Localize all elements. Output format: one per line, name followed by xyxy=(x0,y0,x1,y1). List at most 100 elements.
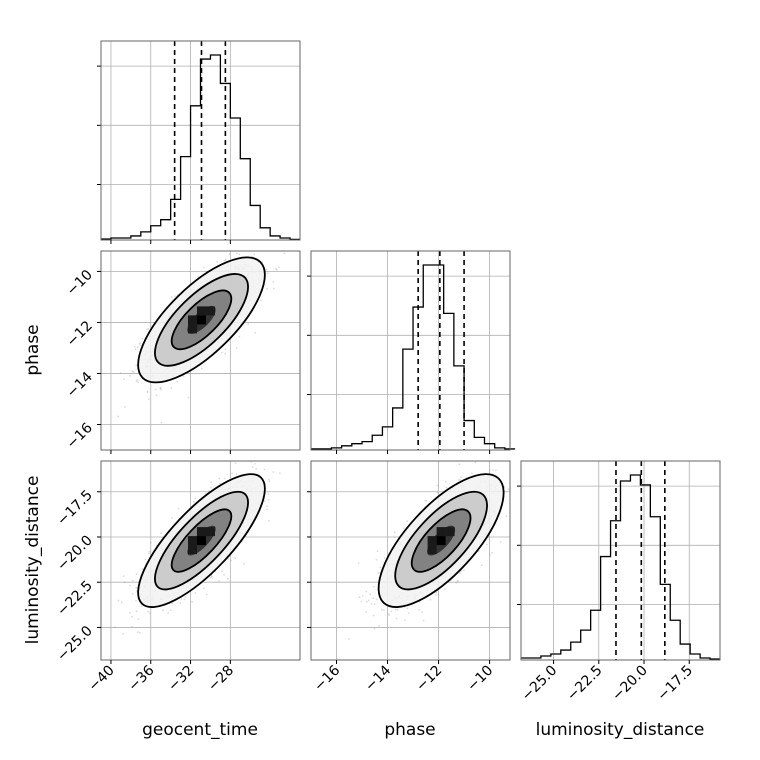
sample-point xyxy=(210,576,212,579)
sample-point xyxy=(147,328,150,330)
sample-point xyxy=(200,367,203,370)
sample-point xyxy=(135,364,138,367)
sample-point xyxy=(147,398,150,401)
sample-point xyxy=(180,598,183,600)
sample-point xyxy=(267,493,270,496)
sample-point xyxy=(488,469,491,471)
sample-point xyxy=(264,500,266,502)
peak-cell xyxy=(187,315,197,325)
sample-point xyxy=(176,380,179,383)
sample-point xyxy=(139,632,141,634)
sample-point xyxy=(119,372,122,374)
sample-point xyxy=(443,588,446,590)
sample-point xyxy=(460,476,462,478)
sample-point xyxy=(235,473,238,476)
sample-point xyxy=(140,344,142,347)
sample-point xyxy=(170,387,173,390)
sample-point xyxy=(202,587,205,589)
sample-point xyxy=(183,598,186,601)
sample-point xyxy=(129,374,131,377)
sample-point xyxy=(268,480,271,482)
sample-point xyxy=(266,287,268,290)
sample-point xyxy=(255,467,258,470)
sample-point xyxy=(136,346,139,349)
sample-point xyxy=(357,562,360,564)
sample-point xyxy=(263,468,266,471)
sample-point xyxy=(224,258,227,261)
sample-point xyxy=(184,596,187,598)
sample-point xyxy=(177,507,180,510)
sample-point xyxy=(488,553,491,556)
sample-point xyxy=(123,378,125,381)
sample-point xyxy=(117,415,120,418)
sample-point xyxy=(375,598,378,601)
sample-point xyxy=(228,253,231,256)
sample-point xyxy=(429,598,432,601)
sample-point xyxy=(220,570,223,573)
sample-point xyxy=(254,463,257,465)
sample-point xyxy=(474,461,477,464)
sample-point xyxy=(218,580,220,583)
sample-point xyxy=(372,585,375,588)
sample-point xyxy=(365,611,367,613)
sample-point xyxy=(360,600,363,603)
sample-point xyxy=(124,581,126,584)
sample-point xyxy=(134,348,137,351)
sample-point xyxy=(194,497,197,500)
sample-point xyxy=(191,600,194,603)
sample-point xyxy=(223,477,226,480)
sample-point xyxy=(216,261,219,263)
x-axis-label-phase: phase xyxy=(384,720,435,740)
sample-point xyxy=(134,346,136,348)
sample-point xyxy=(234,462,237,464)
histogram-phase xyxy=(311,264,516,450)
sample-point xyxy=(268,519,270,522)
sample-point xyxy=(436,491,439,494)
sample-point xyxy=(458,572,461,575)
sample-point xyxy=(136,379,139,381)
sample-point xyxy=(266,272,269,275)
sample-point xyxy=(390,610,393,613)
sample-point xyxy=(204,492,207,495)
sample-point xyxy=(462,569,465,572)
sample-point xyxy=(458,463,461,466)
sample-point xyxy=(505,515,508,517)
sample-point xyxy=(372,614,375,617)
sample-point xyxy=(131,615,134,618)
sample-point xyxy=(173,295,176,298)
sample-point xyxy=(160,421,163,424)
sample-point xyxy=(131,579,134,582)
sample-point xyxy=(230,559,233,562)
peak-cell xyxy=(196,306,206,316)
x-axis-label-geocent-time: geocent_time xyxy=(142,720,258,740)
sample-point xyxy=(120,601,123,604)
sample-point xyxy=(396,608,399,611)
sample-point xyxy=(373,627,376,630)
sample-point xyxy=(383,609,385,611)
sample-point xyxy=(148,550,151,553)
sample-point xyxy=(182,375,185,378)
sample-point xyxy=(210,575,213,578)
sample-point xyxy=(139,342,142,345)
sample-point xyxy=(253,253,256,256)
sample-point xyxy=(149,612,151,615)
sample-point xyxy=(210,486,213,489)
sample-point xyxy=(138,343,141,345)
sample-point xyxy=(481,564,483,567)
sample-point xyxy=(418,609,420,611)
sample-point xyxy=(358,596,361,599)
sample-point xyxy=(373,603,376,605)
sample-point xyxy=(135,599,138,602)
sample-point xyxy=(238,253,241,256)
sample-point xyxy=(375,559,378,561)
sample-point xyxy=(265,268,267,271)
sample-point xyxy=(171,517,174,519)
peak-cell xyxy=(187,545,197,555)
sample-point xyxy=(407,612,410,614)
sample-point xyxy=(144,558,147,561)
sample-point xyxy=(445,486,448,489)
sample-point xyxy=(243,562,246,565)
sample-point xyxy=(495,469,497,472)
sample-point xyxy=(266,505,268,508)
sample-point xyxy=(147,610,150,613)
